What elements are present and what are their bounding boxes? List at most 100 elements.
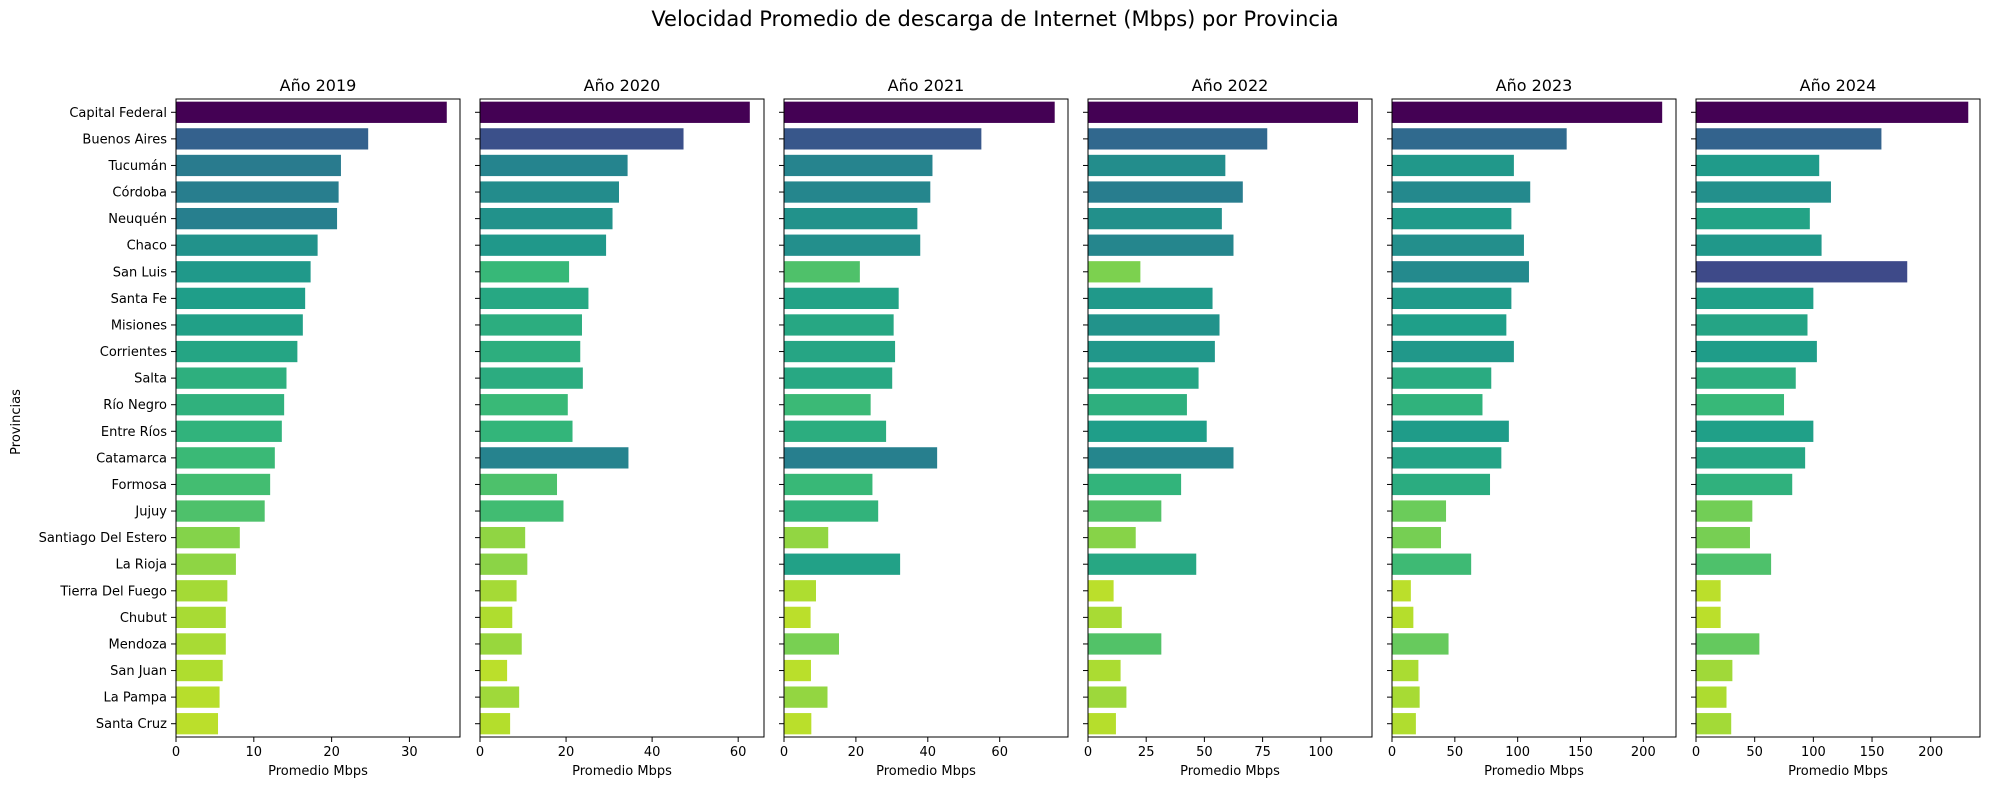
x-tick-label: 50 [1447, 745, 1464, 760]
bar [1392, 526, 1442, 549]
x-tick-label: 20 [558, 745, 575, 760]
bar [1088, 473, 1182, 496]
bar [784, 447, 938, 469]
x-tick-label: 60 [991, 745, 1008, 760]
bar [1392, 473, 1491, 496]
bar [1088, 526, 1136, 549]
x-tick-label: 25 [1138, 745, 1155, 760]
bar [480, 340, 581, 363]
x-tick-label: 20 [323, 745, 340, 760]
bar [1392, 580, 1411, 602]
x-tick-label: 60 [730, 745, 747, 760]
bar [1696, 526, 1750, 549]
x-tick-label: 0 [780, 745, 788, 760]
x-axis-label: Promedio Mbps [1484, 764, 1584, 779]
bar [480, 526, 526, 549]
bar [784, 580, 816, 602]
bar [1696, 261, 1908, 283]
x-tick-label: 50 [1196, 745, 1213, 760]
bar [784, 686, 828, 708]
bar [1088, 287, 1213, 310]
bar [784, 394, 871, 416]
bar [176, 154, 341, 177]
axes-frame [479, 98, 765, 738]
bar [176, 686, 220, 708]
x-tick-label: 10 [246, 745, 263, 760]
bar [1088, 500, 1162, 522]
bar [1088, 447, 1234, 469]
bar [1392, 500, 1447, 522]
bar [784, 659, 811, 682]
y-tick-label: Corrientes [100, 345, 167, 360]
bar [1392, 686, 1420, 708]
bar [784, 340, 896, 363]
bar [1088, 367, 1199, 389]
x-tick-label: 0 [1692, 745, 1700, 760]
y-tick-label: Neuquén [108, 212, 167, 227]
y-tick-label: Buenos Aires [82, 132, 167, 147]
x-tick-label: 40 [920, 745, 937, 760]
bar [176, 447, 275, 469]
panels: Año 2019 0 10 20 30 Promedio Mbps Capital Fede… [39, 76, 1981, 779]
bar [480, 686, 520, 708]
bar [1088, 181, 1243, 203]
bar [784, 314, 894, 336]
bar [1696, 606, 1721, 629]
bar [1088, 659, 1121, 682]
bar [480, 154, 628, 177]
y-tick-label: Salta [134, 372, 167, 387]
x-tick-label: 50 [1746, 745, 1763, 760]
bar [784, 633, 839, 655]
bar [480, 580, 517, 602]
x-tick-label: 200 [1631, 745, 1656, 760]
bar [176, 340, 298, 363]
bar [1696, 447, 1806, 469]
y-tick-label: Santiago Del Estero [39, 531, 167, 546]
bar [1392, 606, 1414, 629]
bar [1392, 713, 1416, 735]
bar [784, 234, 921, 256]
bar [1088, 154, 1226, 177]
bar [784, 713, 812, 735]
bar [1392, 154, 1514, 177]
bar [1088, 101, 1359, 123]
bar [1696, 367, 1796, 389]
bar [176, 606, 226, 629]
bar [1392, 261, 1529, 283]
y-tick-label: Catamarca [96, 451, 167, 466]
bar [784, 420, 887, 442]
bar [176, 500, 265, 522]
panel-title: Año 2021 [888, 76, 965, 95]
bar [1088, 340, 1215, 363]
bar [1088, 394, 1187, 416]
bar [480, 128, 684, 150]
panel-title: Año 2019 [280, 76, 357, 95]
bar [1696, 287, 1814, 310]
bar [1696, 128, 1882, 150]
bar [1696, 340, 1817, 363]
bar [176, 181, 339, 203]
bar [1696, 659, 1733, 682]
bar [1088, 553, 1197, 575]
bar [784, 553, 901, 575]
x-axis-label: Promedio Mbps [572, 764, 672, 779]
x-tick-label: 0 [476, 745, 484, 760]
bar [480, 287, 589, 310]
x-tick-label: 150 [1568, 745, 1593, 760]
bar [1392, 447, 1502, 469]
bar [480, 713, 511, 735]
bar [176, 394, 285, 416]
bar [176, 314, 303, 336]
bar [176, 101, 447, 123]
y-tick-label: Capital Federal [69, 106, 167, 121]
y-tick-label: Misiones [111, 318, 167, 333]
bar [784, 181, 931, 203]
bar [784, 473, 873, 496]
x-tick-label: 20 [848, 745, 865, 760]
y-tick-label: Tierra Del Fuego [59, 584, 167, 599]
panel-2: Año 2020 0 20 40 60 Promedio Mbps [475, 76, 765, 779]
x-tick-label: 100 [1801, 745, 1826, 760]
axes-frame [783, 98, 1069, 738]
panel-1: Año 2019 0 10 20 30 Promedio Mbps Capital Fede… [39, 76, 461, 779]
bar [1392, 128, 1567, 150]
